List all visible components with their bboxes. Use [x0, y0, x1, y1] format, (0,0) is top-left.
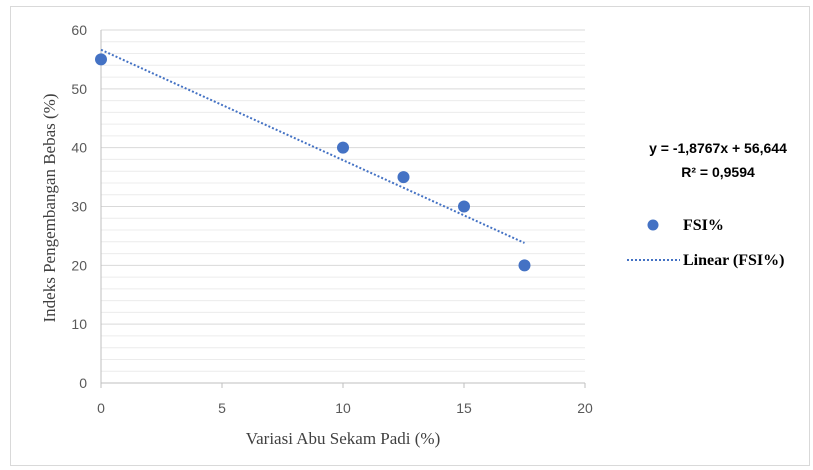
data-point: [95, 53, 107, 66]
trendline: [100, 48, 525, 244]
legend-marker-fsi: [647, 219, 659, 231]
data-point: [397, 171, 410, 184]
y-axis-title: Indeks Pengembangan Bebas (%): [40, 94, 59, 323]
y-tick-label: 50: [71, 81, 87, 97]
y-tick-label: 60: [71, 22, 87, 38]
x-tick-labels: 0 5 10 15 20: [97, 383, 593, 416]
trendline-group: [100, 48, 525, 244]
y-tick-label: 10: [71, 316, 87, 332]
chart-frame: [10, 6, 810, 466]
data-point: [518, 259, 531, 272]
legend-label-fsi: FSI%: [683, 217, 724, 234]
legend: FSI% Linear (FSI%): [627, 217, 784, 269]
x-tick-label: 5: [218, 400, 226, 416]
data-point: [337, 141, 349, 154]
data-point: [458, 200, 470, 213]
grid-lines: [101, 29, 585, 384]
x-tick-label: 0: [97, 400, 105, 416]
data-points: [95, 53, 531, 272]
y-tick-label: 0: [79, 375, 87, 391]
x-tick-label: 15: [456, 400, 472, 416]
x-tick-label: 20: [577, 400, 593, 416]
legend-label-linear: Linear (FSI%): [683, 252, 784, 269]
y-tick-label: 20: [71, 257, 87, 273]
trendline-r-squared: R² = 0,9594: [681, 164, 755, 180]
x-tick-label: 10: [335, 400, 351, 416]
y-tick-label: 30: [71, 199, 87, 215]
x-axis-title: Variasi Abu Sekam Padi (%): [246, 429, 441, 448]
y-tick-labels: 0 10 20 30 40 50 60: [71, 22, 87, 391]
trendline-equation: y = -1,8767x + 56,644: [649, 140, 787, 156]
y-tick-label: 40: [71, 140, 87, 156]
